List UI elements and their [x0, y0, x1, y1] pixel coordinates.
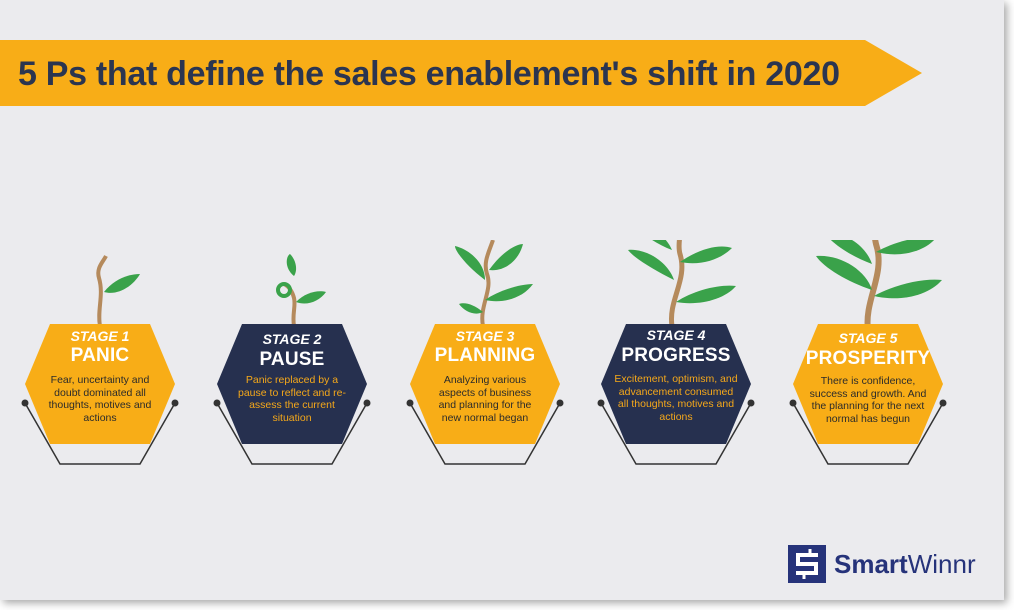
infographic-card: 5 Ps that define the sales enablement's …	[0, 0, 1004, 600]
sprout-curled-icon	[213, 254, 371, 465]
stage-description: Panic replaced by a pause to reflect and…	[238, 374, 346, 424]
stage-number: STAGE 5	[838, 330, 898, 346]
logo-regular-text: Winnr	[907, 549, 976, 579]
young-plant-icon	[406, 240, 564, 465]
stage-4: STAGE 4 PROGRESS Excitement, optimism, a…	[576, 240, 776, 540]
stage-name: PROSPERITY	[805, 348, 931, 369]
stage-number: STAGE 4	[646, 327, 706, 343]
stage-number: STAGE 3	[455, 328, 515, 344]
smartwinnr-logo: SmartWinnr	[788, 545, 998, 585]
stage-number: STAGE 2	[262, 331, 322, 347]
stage-3: STAGE 3 PLANNING Analyzing various aspec…	[385, 240, 585, 540]
page-title: 5 Ps that define the sales enablement's …	[18, 55, 840, 93]
stage-description: Excitement, optimism, and advancement co…	[614, 373, 738, 423]
stage-5: STAGE 5 PROSPERITY There is confidence, …	[768, 240, 968, 540]
stage-description: Fear, uncertainty and doubt dominated al…	[48, 374, 152, 424]
logo-wordmark: SmartWinnr	[834, 549, 976, 580]
logo-bold-text: Smart	[834, 549, 908, 579]
stage-name: PAUSE	[259, 349, 325, 370]
mature-plant-icon	[789, 240, 947, 465]
sprout-small-icon	[21, 255, 179, 465]
stage-name: PLANNING	[434, 345, 536, 366]
stage-number: STAGE 1	[70, 328, 130, 344]
stage-description: There is confidence, success and growth.…	[809, 375, 927, 425]
stage-2: STAGE 2 PAUSE Panic replaced by a pause …	[192, 240, 392, 540]
smartwinnr-logo-icon	[788, 545, 826, 583]
stage-name: PROGRESS	[621, 345, 731, 366]
stage-name: PANIC	[70, 345, 130, 366]
growing-plant-icon	[597, 240, 755, 465]
title-banner	[0, 40, 922, 106]
stage-1: STAGE 1 PANIC Fear, uncertainty and doub…	[0, 240, 200, 540]
stage-description: Analyzing various aspects of business an…	[438, 374, 532, 424]
